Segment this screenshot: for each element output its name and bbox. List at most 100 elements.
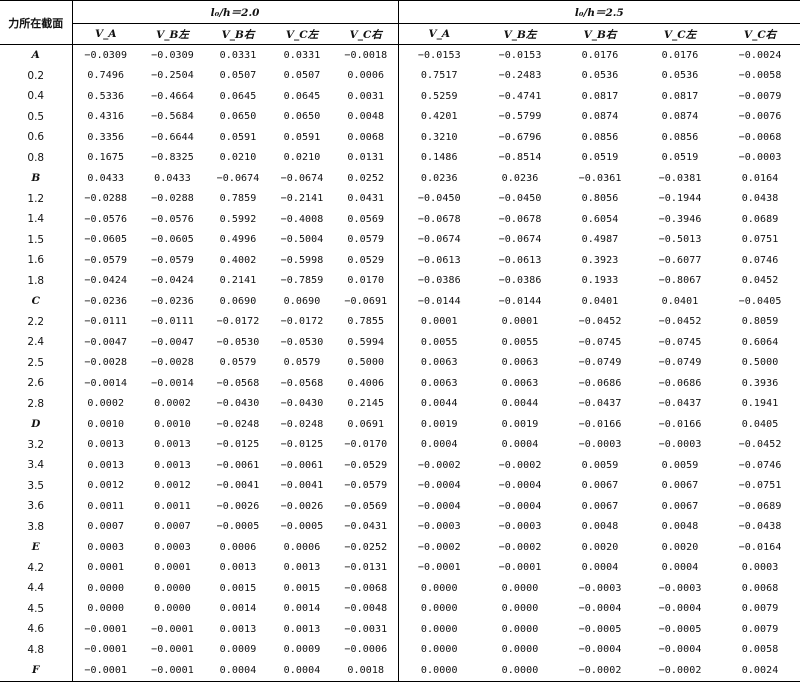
table-cell: −0.0674 <box>280 172 324 184</box>
table-cell: 0.0536 <box>661 70 699 82</box>
table-cell: −0.0438 <box>738 521 782 533</box>
table-cell: 0.0529 <box>334 250 399 271</box>
table-cell: 0.0004 <box>501 439 539 451</box>
table-cell: 0.1675 <box>87 152 125 164</box>
subcol-header: V_B左 <box>480 23 561 45</box>
table-cell: −0.0576 <box>151 213 194 225</box>
table-cell: −0.0068 <box>738 131 782 143</box>
table-cell: 0.0000 <box>87 582 125 594</box>
table-cell: −0.0405 <box>738 295 782 307</box>
table-cell: 0.4316 <box>87 111 125 123</box>
table-cell: 0.0000 <box>501 582 539 594</box>
table-cell: −0.0452 <box>658 316 702 328</box>
table-cell: −0.0079 <box>738 90 782 102</box>
table-cell: −0.0686 <box>578 377 622 389</box>
table-cell: 0.0004 <box>661 562 699 574</box>
table-cell: −0.0026 <box>216 500 260 512</box>
table-cell: −0.0005 <box>280 521 324 533</box>
table-row: E 0.0003 0.0003 0.0006 0.0006 −0.0252 −0.0002 −… <box>0 537 800 558</box>
table-cell: −0.0004 <box>578 603 622 615</box>
table-cell: 0.0044 <box>420 398 458 410</box>
table-cell: 0.0001 <box>87 562 125 574</box>
table-cell: 0.0690 <box>283 295 321 307</box>
row-label: 1.4 <box>0 209 73 230</box>
table-cell: 0.0000 <box>87 603 125 615</box>
table-row: 4.2 0.0001 0.0001 0.0013 0.0013 −0.0131 −0.000… <box>0 557 800 578</box>
table-cell: −0.0004 <box>498 500 542 512</box>
header-row-groups: 力所在截面 l₀/h＝2.0 l₀/h＝2.5 <box>0 0 800 45</box>
table-row: 0.8 0.1675 −0.8325 0.0210 0.0210 0.0131 0.1486… <box>0 147 800 168</box>
table-cell: 0.0689 <box>741 213 779 225</box>
group-header-1: l₀/h＝2.0 <box>72 0 399 24</box>
table-cell: −0.2483 <box>498 70 542 82</box>
table-cell: 0.0000 <box>420 623 458 635</box>
table-cell: −0.0004 <box>417 480 461 492</box>
table-cell: 0.0048 <box>334 106 399 127</box>
table-cell: −0.0002 <box>640 660 721 682</box>
table-cell: 0.0004 <box>270 660 334 682</box>
table-cell: −0.0111 <box>151 316 194 328</box>
table-cell: −0.0026 <box>280 500 324 512</box>
table-cell: 0.0001 <box>154 562 191 574</box>
table-cell: 0.3210 <box>420 131 458 143</box>
table-cell: 0.0010 <box>154 418 191 430</box>
table-row: 4.4 0.0000 0.0000 0.0015 0.0015 −0.0068 0.0000… <box>0 578 800 599</box>
table-cell: 0.4201 <box>420 111 458 123</box>
table-cell: 0.0009 <box>283 644 321 656</box>
table-cell: 0.0007 <box>87 521 125 533</box>
table-cell: 0.0013 <box>87 439 125 451</box>
table-row: 3.8 0.0007 0.0007 −0.0005 −0.0005 −0.0431 −0.0… <box>0 516 800 537</box>
table-cell: 0.0507 <box>283 70 321 82</box>
table-cell: 0.0020 <box>581 541 619 553</box>
table-cell: 0.0013 <box>283 562 321 574</box>
table-cell: 0.2145 <box>334 393 399 414</box>
row-label: 1.2 <box>0 188 73 209</box>
table-cell: 0.0009 <box>219 644 257 656</box>
table-cell: −0.0529 <box>334 455 399 476</box>
table-cell: −0.6796 <box>498 131 542 143</box>
table-cell: −0.0031 <box>334 619 399 640</box>
table-cell: 0.0452 <box>741 275 779 287</box>
table-cell: −0.0431 <box>334 516 399 537</box>
table-cell: 0.0019 <box>501 418 539 430</box>
table-cell: −0.0006 <box>334 639 399 660</box>
table-cell: 0.0006 <box>334 65 399 86</box>
subcol-header: V_C右 <box>720 23 800 45</box>
table-header: 力所在截面 l₀/h＝2.0 l₀/h＝2.5 V_A V_B左 V_B右 V_… <box>0 0 800 45</box>
table-cell: −0.0749 <box>578 357 622 369</box>
row-label: 2.6 <box>0 373 73 394</box>
table-cell: 0.0002 <box>87 398 125 410</box>
table-cell: −0.0236 <box>84 295 128 307</box>
table-cell: 0.2141 <box>219 275 257 287</box>
table-cell: −0.0288 <box>84 193 128 205</box>
table-cell: 0.0063 <box>420 377 458 389</box>
table-cell: −0.0003 <box>578 582 622 594</box>
row-label: 3.2 <box>0 434 73 455</box>
table-cell: −0.0125 <box>216 439 260 451</box>
table-row: C −0.0236 −0.0236 0.0690 0.0690 −0.0691 −0.014… <box>0 291 800 312</box>
table-cell: −0.0288 <box>151 193 194 205</box>
row-label: 3.8 <box>0 516 73 537</box>
subcol-header: V_C左 <box>270 23 334 45</box>
table-cell: −0.0172 <box>280 316 324 328</box>
table-cell: −0.0003 <box>578 439 622 451</box>
table-row: 0.2 0.7496 −0.2504 0.0507 0.0507 0.0006 0.7517… <box>0 65 800 86</box>
table-cell: 0.0059 <box>581 459 619 471</box>
table-cell: −0.0068 <box>334 578 399 599</box>
table-cell: 0.0433 <box>87 172 125 184</box>
table-cell: −0.0047 <box>151 336 194 348</box>
header-row-subcols: V_A V_B左 V_B右 V_C左 V_C右 V_A V_B左 V_B右 V_… <box>0 23 800 45</box>
table-cell: −0.5998 <box>280 254 324 266</box>
table-cell: −0.0004 <box>658 644 702 656</box>
table-cell: −0.0144 <box>498 295 542 307</box>
table-cell: −0.0111 <box>84 316 128 328</box>
table-cell: 0.0020 <box>661 541 699 553</box>
table-cell: −0.0252 <box>334 537 399 558</box>
table-cell: 0.0067 <box>661 500 699 512</box>
table-cell: −0.0048 <box>334 598 399 619</box>
subcol-header: V_A <box>72 23 139 45</box>
table-cell: 0.0856 <box>661 131 699 143</box>
row-label: 1.5 <box>0 229 73 250</box>
table-cell: 0.0067 <box>661 480 699 492</box>
